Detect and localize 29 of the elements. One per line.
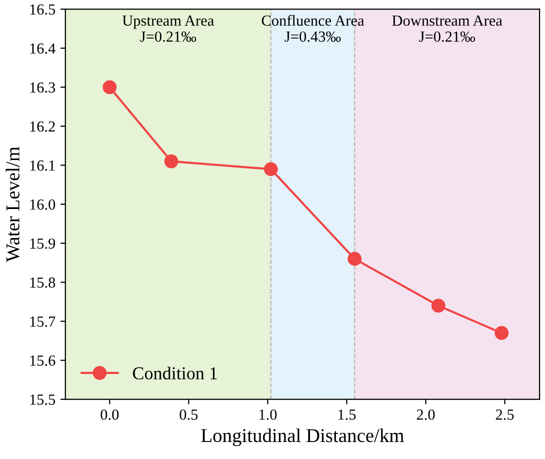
y-tick-label: 15.5 (30, 394, 56, 405)
point (264, 162, 278, 176)
x-tick-label: 1.0 (260, 409, 277, 420)
y-axis-title: Water Level/m (6, 146, 20, 262)
x-tick-label: 2.0 (416, 409, 435, 420)
band-label: Upstream Area J=0.21‰ (122, 16, 214, 42)
y-tick-label: 15.8 (30, 277, 56, 288)
band-label: Confluence Area J=0.43‰ (262, 14, 364, 42)
y-tick-label: 16.5 (30, 4, 56, 15)
point (164, 154, 178, 168)
legend-label: Condition 1 (132, 366, 217, 380)
x-tick-label: 0.5 (180, 409, 198, 420)
x-tick-label: 2.5 (496, 410, 514, 420)
y-tick-label: 15.9 (30, 238, 56, 249)
y-tick-label: 16.2 (30, 121, 55, 132)
point (431, 298, 446, 313)
y-tick-label: 15.6 (30, 356, 56, 366)
y-tick-label: 16.0 (30, 199, 56, 210)
band-label: Downstream Area J=0.21‰ (392, 16, 502, 42)
x-tick-label: 1.5 (338, 410, 356, 420)
y-tick-label: 16.4 (30, 43, 56, 54)
point (494, 326, 509, 340)
y-tick-label: 16.1 (30, 160, 55, 171)
x-tick-label: 0.0 (100, 409, 119, 420)
point (102, 80, 117, 94)
x-axis-title: Longitudinal Distance/km (201, 428, 404, 446)
y-tick-label: 16.3 (30, 82, 56, 93)
y-tick-label: 15.7 (30, 316, 56, 327)
point (348, 252, 362, 266)
